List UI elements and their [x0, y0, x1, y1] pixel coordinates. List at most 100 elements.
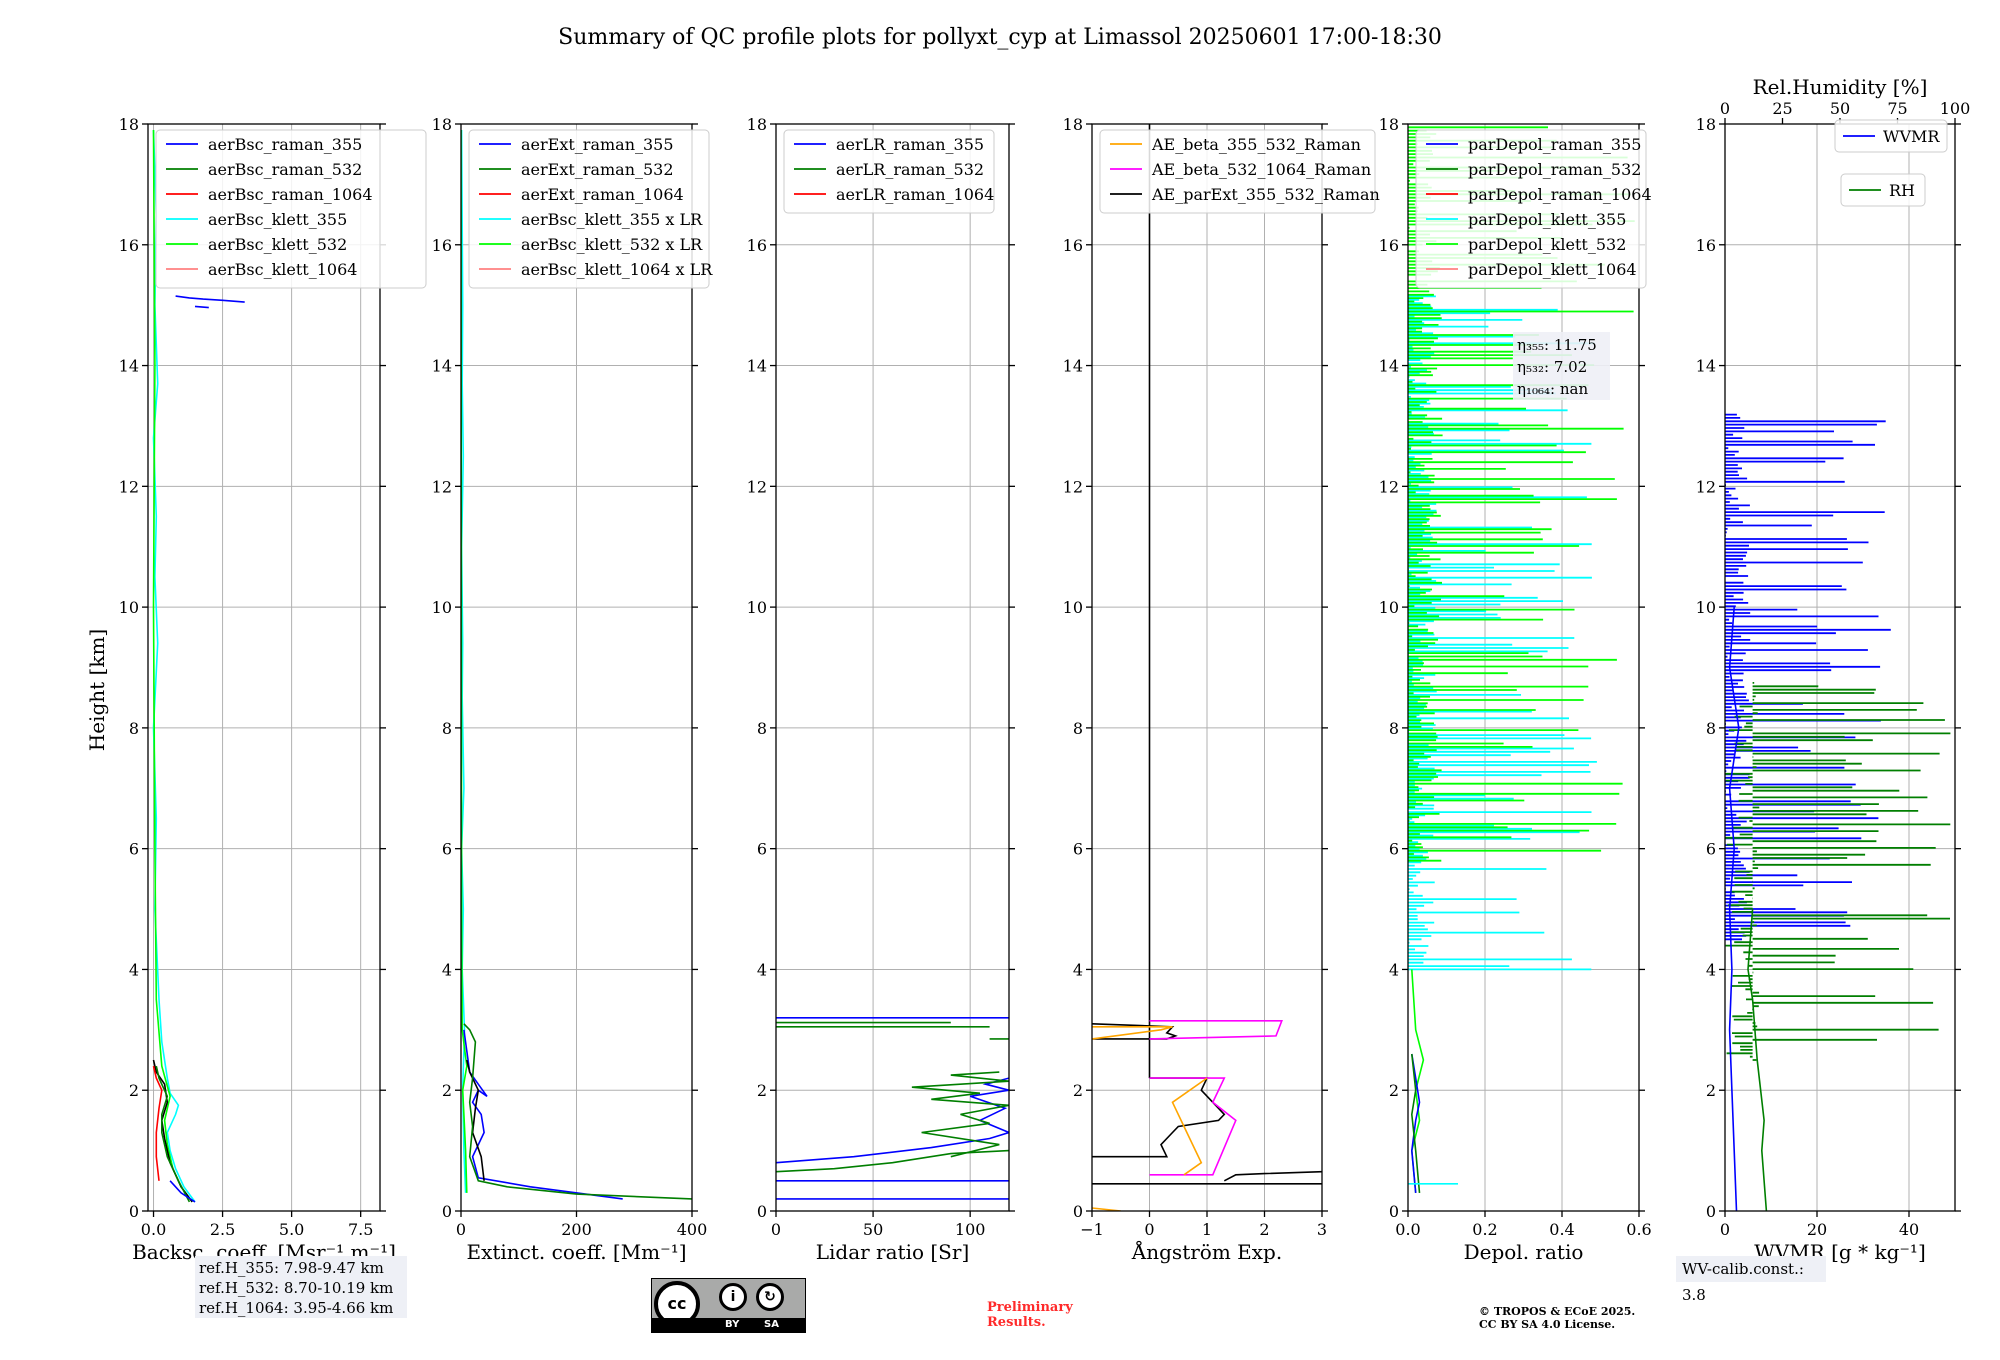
backscatter-ytick-label: 6 — [129, 840, 139, 859]
angstrom-ytick-label: 8 — [1073, 719, 1083, 738]
depol-series-line — [1410, 1053, 1421, 1193]
wvmr-top-xtick-label: 25 — [1772, 99, 1792, 118]
angstrom-ytick-label: 0 — [1073, 1202, 1083, 1221]
extinction-ytick-label: 8 — [442, 719, 452, 738]
angstrom-ytick-label: 14 — [1063, 357, 1083, 376]
angstrom-xtick-label: 3 — [1317, 1220, 1327, 1239]
wvmr-ytick-label: 0 — [1706, 1202, 1716, 1221]
angstrom-ytick-label: 2 — [1073, 1081, 1083, 1100]
depol-xtick-label: 0.4 — [1549, 1220, 1574, 1239]
extinction-series-line — [463, 1023, 692, 1200]
preliminary-line-1: Preliminary — [987, 1300, 1073, 1315]
depol-panel: 0 2 4 6 8 10 12 14 16 18 0.0 0.2 0.4 0.6 Depol. ratio p… — [1379, 115, 1652, 1264]
wvmr-xtick-label: 20 — [1807, 1220, 1827, 1239]
angstrom-legend-box — [1099, 129, 1376, 214]
wvmr-xtick-label: 0 — [1720, 1220, 1730, 1239]
backscatter-ytick-label: 2 — [129, 1081, 139, 1100]
backscatter-data — [152, 129, 245, 1203]
depol-legend-label: parDepol_raman_355 — [1468, 135, 1641, 154]
backscatter-series-line — [152, 1065, 163, 1181]
extinction-ytick-label: 12 — [432, 477, 452, 496]
figure-title: Summary of QC profile plots for pollyxt_… — [558, 25, 1442, 50]
depol-xtick-label: 0.2 — [1472, 1220, 1497, 1239]
lidar-ratio-ytick-label: 4 — [757, 960, 767, 979]
backscatter-series-line — [152, 129, 193, 1203]
cc-license-badge[interactable]: cc i ↻ BY SA — [651, 1278, 806, 1333]
depol-ytick-label: 6 — [1389, 840, 1399, 859]
angstrom-series-line — [1092, 1026, 1173, 1040]
extinction-legend-label: aerExt_raman_532 — [521, 160, 674, 179]
ref-height-1064: ref.H_1064: 3.95-4.66 km — [199, 1299, 394, 1317]
angstrom-ytick-label: 16 — [1063, 236, 1083, 255]
angstrom-xtick-label: 1 — [1202, 1220, 1212, 1239]
lidar-ratio-legend-label: aerLR_raman_532 — [836, 160, 984, 179]
extinction-xtick-label: 400 — [677, 1220, 708, 1239]
lidar-ratio-series-line — [911, 1071, 1009, 1158]
lidar-ratio-x-axis-label: Lidar ratio [Sr] — [816, 1240, 970, 1264]
backscatter-ytick-label: 4 — [129, 960, 139, 979]
angstrom-series-line — [1171, 1077, 1208, 1176]
wvmr-xtick-label: 40 — [1899, 1220, 1919, 1239]
lidar-ratio-ytick-label: 2 — [757, 1081, 767, 1100]
angstrom-xtick-label: 0 — [1144, 1220, 1154, 1239]
wvmr-top-xtick-label: 75 — [1887, 99, 1907, 118]
angstrom-ytick-label: 4 — [1073, 960, 1083, 979]
lidar-ratio-ytick-label: 16 — [747, 236, 767, 255]
backscatter-xtick-label: 0.0 — [141, 1220, 166, 1239]
depol-legend-label: parDepol_raman_532 — [1468, 160, 1641, 179]
backscatter-ytick-label: 12 — [119, 477, 139, 496]
angstrom-legend-label: AE_beta_355_532_Raman — [1151, 135, 1361, 154]
depol-ytick-label: 14 — [1379, 357, 1399, 376]
lidar-ratio-frame — [775, 123, 1010, 1212]
angstrom-x-axis-label: Ångström Exp. — [1131, 1239, 1282, 1264]
ref-height-532: ref.H_532: 8.70-10.19 km — [199, 1279, 394, 1297]
wvmr-top-xtick-label: 50 — [1830, 99, 1850, 118]
backscatter-ytick-label: 8 — [129, 719, 139, 738]
extinction-legend-box — [468, 129, 710, 289]
depol-legend-label: parDepol_raman_1064 — [1468, 185, 1652, 204]
extinction-series-line — [461, 129, 467, 1193]
lidar-ratio-ytick-label: 12 — [747, 477, 767, 496]
extinction-ytick-label: 0 — [442, 1202, 452, 1221]
extinction-xtick-label: 200 — [561, 1220, 592, 1239]
backscatter-legend-label: aerBsc_klett_355 — [208, 210, 347, 229]
lidar-ratio-series-line — [776, 1131, 1009, 1164]
lidar-ratio-ytick-label: 18 — [747, 115, 767, 134]
lidar-ratio-xtick-label: 0 — [771, 1220, 781, 1239]
lidar-ratio-data — [776, 1016, 1009, 1200]
lidar-ratio-legend-box — [783, 129, 995, 214]
wvmr-top-xtick-label: 100 — [1940, 99, 1971, 118]
depol-legend-box — [1415, 129, 1647, 289]
wvmr-legend-box — [1834, 119, 1948, 153]
extinction-legend-label: aerBsc_klett_532 x LR — [521, 235, 703, 254]
angstrom-series-line — [1149, 1019, 1283, 1040]
extinction-ytick-label: 6 — [442, 840, 452, 859]
depol-ytick-label: 2 — [1389, 1081, 1399, 1100]
extinction-x-axis-label: Extinct. coeff. [Mm⁻¹] — [466, 1240, 686, 1264]
depol-xtick-label: 0.0 — [1395, 1220, 1420, 1239]
backscatter-xtick-label: 5.0 — [279, 1220, 304, 1239]
lidar-ratio-ytick-label: 10 — [747, 598, 767, 617]
angstrom-xtick-label: 2 — [1259, 1220, 1269, 1239]
extinction-ytick-label: 18 — [432, 115, 452, 134]
angstrom-legend-label: AE_beta_532_1064_Raman — [1151, 160, 1371, 179]
depol-spike-band — [1408, 295, 1597, 971]
backscatter-series-line — [155, 1065, 191, 1203]
depol-ytick-label: 16 — [1379, 236, 1399, 255]
depol-ytick-label: 8 — [1389, 719, 1399, 738]
copyright-line-1: © TROPOS & ECoE 2025. — [1479, 1305, 1636, 1318]
lidar-ratio-legend-label: aerLR_raman_355 — [836, 135, 984, 154]
angstrom-series-line — [1092, 1077, 1226, 1158]
backscatter-series-line — [152, 129, 196, 1203]
wvmr-legend-box — [1840, 173, 1926, 207]
angstrom-legend-label: AE_parExt_355_532_Raman — [1151, 185, 1380, 204]
lidar-ratio-series-line — [776, 1149, 1009, 1173]
extinction-data — [461, 129, 692, 1200]
backscatter-xtick-label: 7.5 — [348, 1220, 373, 1239]
backscatter-frame — [147, 123, 381, 1212]
wvmr-spike-band — [1725, 410, 1891, 941]
extinction-ytick-label: 14 — [432, 357, 452, 376]
extinction-series-line — [463, 1029, 623, 1200]
extinction-legend-label: aerExt_raman_355 — [521, 135, 674, 154]
